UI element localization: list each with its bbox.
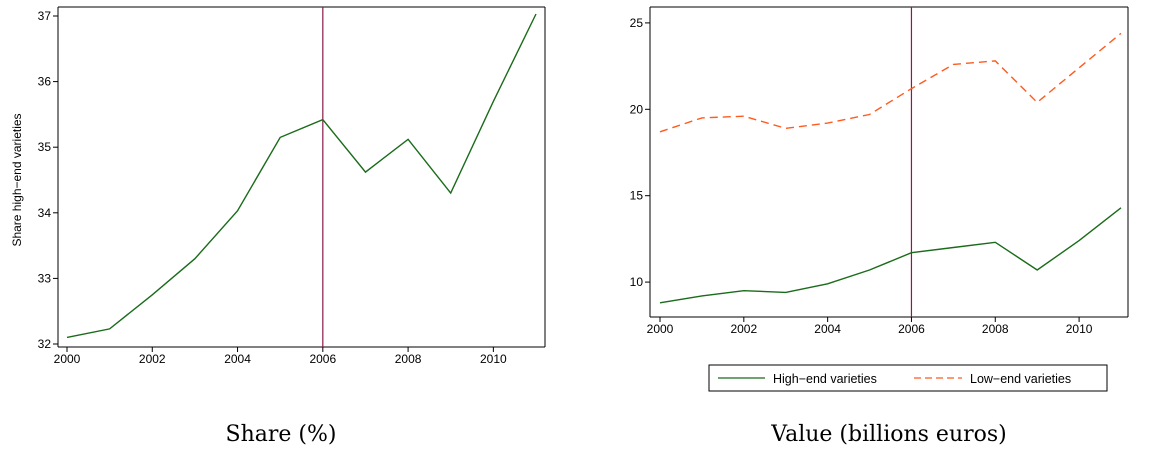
series-line-share	[66, 13, 537, 339]
x-tick-label: 2006	[898, 322, 925, 336]
legend: High−end varieties Low−end varieties	[708, 364, 1108, 392]
y-tick-label: 15	[630, 189, 644, 203]
y-tick-label: 25	[630, 16, 644, 30]
x-tick-label: 2010	[1066, 322, 1093, 336]
legend-box	[708, 364, 1108, 392]
x-tick-label: 2004	[814, 322, 841, 336]
x-tick-label: 2008	[982, 322, 1009, 336]
x-tick-label: 2002	[730, 322, 757, 336]
x-tick-label: 2002	[139, 352, 166, 366]
x-tick-label: 2000	[647, 322, 674, 336]
y-tick-label: 34	[38, 206, 52, 220]
series-line-low-end-varieties	[659, 32, 1122, 133]
x-tick-label: 2008	[395, 352, 422, 366]
value-chart: High−end varieties Low−end varieties Val…	[630, 6, 1129, 447]
x-tick-label: 2006	[309, 352, 336, 366]
y-tick-label: 20	[630, 102, 644, 116]
x-tick-label: 2010	[480, 352, 507, 366]
x-tick-label: 2000	[54, 352, 81, 366]
y-tick-label: 10	[630, 275, 644, 289]
legend-label-high-end: High−end varieties	[773, 372, 877, 386]
share-chart: Share high−end varieties Share (%) 2000 2…	[10, 6, 546, 447]
value-caption: Value (billions euros)	[770, 422, 1007, 447]
series-line-high-end-varieties	[659, 207, 1122, 304]
legend-label-low-end: Low−end varieties	[970, 372, 1071, 386]
y-tick-label: 37	[38, 9, 52, 23]
y-axis-title: Share high−end varieties	[10, 113, 24, 246]
y-tick-label: 35	[38, 140, 52, 154]
y-tick-label: 33	[38, 271, 52, 285]
y-tick-label: 32	[38, 337, 52, 351]
y-tick-label: 36	[38, 75, 52, 89]
share-caption: Share (%)	[226, 422, 337, 447]
x-tick-label: 2004	[224, 352, 251, 366]
